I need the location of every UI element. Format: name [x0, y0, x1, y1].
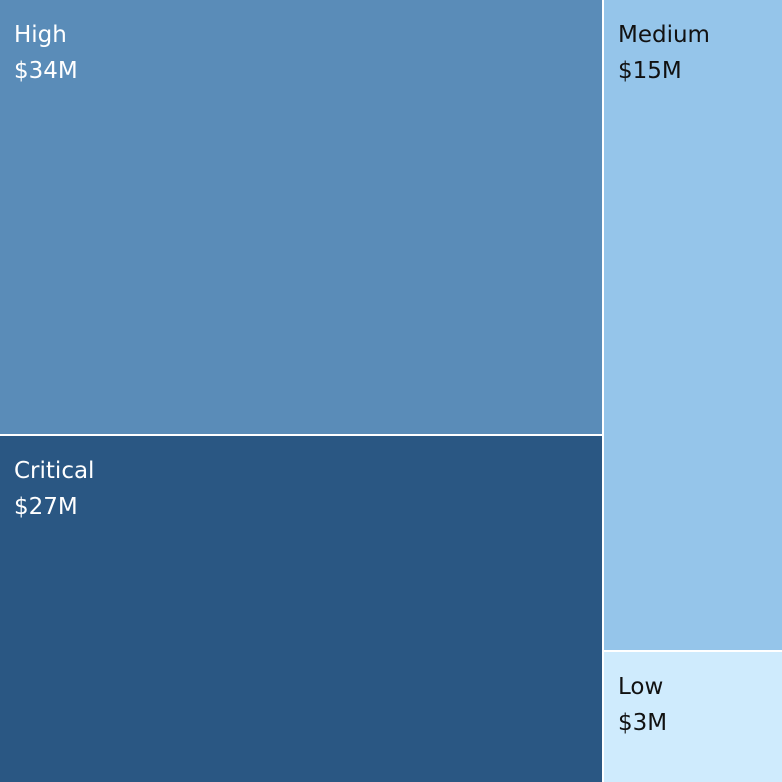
tile-label-high: High $34M: [14, 17, 78, 89]
value-label: $3M: [618, 710, 668, 736]
treemap-tile-medium: Medium $15M: [604, 0, 782, 650]
treemap-tile-low: Low $3M: [604, 652, 782, 782]
tile-label-critical: Critical $27M: [14, 453, 94, 525]
tile-label-low: Low $3M: [618, 669, 667, 741]
treemap-tile-critical: Critical $27M: [0, 436, 602, 782]
category-label: High: [14, 22, 67, 48]
treemap-tile-high: High $34M: [0, 0, 602, 434]
value-label: $34M: [14, 58, 78, 84]
value-label: $15M: [618, 58, 682, 84]
category-label: Critical: [14, 458, 95, 484]
category-label: Low: [618, 674, 664, 700]
tile-label-medium: Medium $15M: [618, 17, 710, 89]
value-label: $27M: [14, 494, 78, 520]
category-label: Medium: [618, 22, 710, 48]
